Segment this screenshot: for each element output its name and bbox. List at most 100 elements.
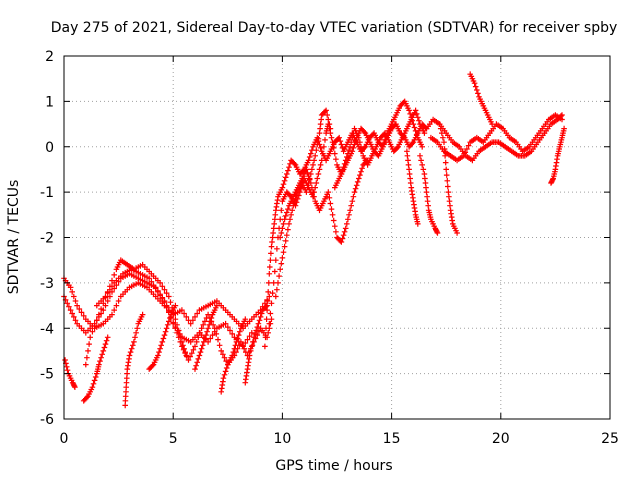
data-point [258, 310, 265, 317]
data-point [264, 298, 271, 304]
data-point [187, 353, 193, 360]
data-point [464, 146, 470, 152]
data-point [193, 362, 199, 369]
data-point [100, 348, 107, 354]
data-point [285, 167, 291, 174]
data-point [63, 364, 70, 370]
y-tick-label: -2 [40, 231, 54, 247]
data-point [408, 114, 415, 121]
data-point [198, 345, 205, 352]
data-point [196, 352, 203, 359]
data-point [101, 344, 108, 351]
data-point [286, 221, 292, 227]
data-point [109, 311, 115, 318]
data-point [328, 206, 335, 212]
data-point [223, 365, 230, 371]
data-point [157, 280, 163, 286]
data-point [220, 351, 226, 358]
data-point [444, 178, 451, 184]
data-point [181, 310, 187, 317]
data-point [111, 307, 117, 313]
data-point [197, 349, 204, 355]
data-point [309, 184, 315, 191]
data-point [284, 171, 290, 177]
data-point [347, 143, 353, 150]
data-point [187, 320, 194, 327]
data-point [89, 384, 96, 390]
data-point [249, 342, 256, 349]
data-point [353, 182, 360, 189]
data-point [107, 286, 113, 293]
data-point [279, 184, 286, 191]
data-point [210, 322, 216, 328]
data-point [209, 332, 216, 338]
data-point [308, 180, 314, 186]
data-point [317, 162, 324, 168]
data-point [221, 372, 228, 378]
data-point [381, 140, 387, 147]
data-point [288, 212, 294, 218]
data-point [159, 296, 166, 302]
data-point [195, 334, 202, 341]
data-point [415, 114, 421, 121]
data-point [489, 121, 495, 127]
data-point [351, 141, 358, 148]
data-point [213, 331, 220, 337]
data-point [244, 336, 251, 343]
data-point [96, 311, 102, 318]
data-point [350, 193, 357, 200]
data-point [421, 130, 428, 136]
data-point [269, 290, 276, 296]
data-point [383, 133, 389, 140]
data-point [72, 298, 79, 304]
data-point [274, 286, 280, 293]
data-point [227, 327, 233, 334]
data-point [323, 107, 329, 114]
data-point [76, 306, 83, 312]
data-point [72, 384, 78, 390]
data-point [280, 181, 287, 187]
data-point [284, 209, 290, 216]
data-point [348, 202, 354, 209]
data-point [291, 161, 298, 167]
data-point [266, 325, 273, 332]
x-axis-ticks: 0 5 10 15 20 25 [60, 56, 619, 447]
data-point [339, 235, 346, 242]
data-point [280, 221, 287, 227]
data-point [127, 349, 134, 355]
data-point [304, 170, 311, 176]
data-point [203, 332, 209, 338]
data-point [148, 278, 155, 285]
data-point [559, 116, 565, 123]
data-point [185, 357, 192, 363]
data-point [278, 207, 285, 214]
data-point [87, 334, 93, 341]
data-point [229, 331, 235, 337]
data-point [364, 157, 371, 164]
data-point [263, 316, 270, 322]
data-point [91, 377, 98, 384]
data-point [418, 157, 424, 164]
data-point [104, 298, 111, 304]
data-point [149, 362, 156, 369]
data-point [287, 216, 293, 223]
data-point [126, 352, 133, 359]
data-point [412, 107, 419, 114]
data-point [315, 171, 322, 177]
data-point [152, 285, 159, 292]
data-point [202, 335, 208, 342]
data-point [215, 336, 221, 343]
data-point [175, 334, 182, 341]
data-point [380, 143, 386, 150]
data-point [78, 309, 85, 316]
data-point [325, 116, 332, 123]
data-point [474, 87, 480, 93]
data-point [254, 332, 261, 338]
data-point [454, 230, 460, 236]
data-point [256, 328, 262, 335]
data-point [413, 131, 420, 138]
data-point [278, 230, 285, 236]
data-point [172, 302, 179, 309]
data-point [166, 318, 172, 325]
